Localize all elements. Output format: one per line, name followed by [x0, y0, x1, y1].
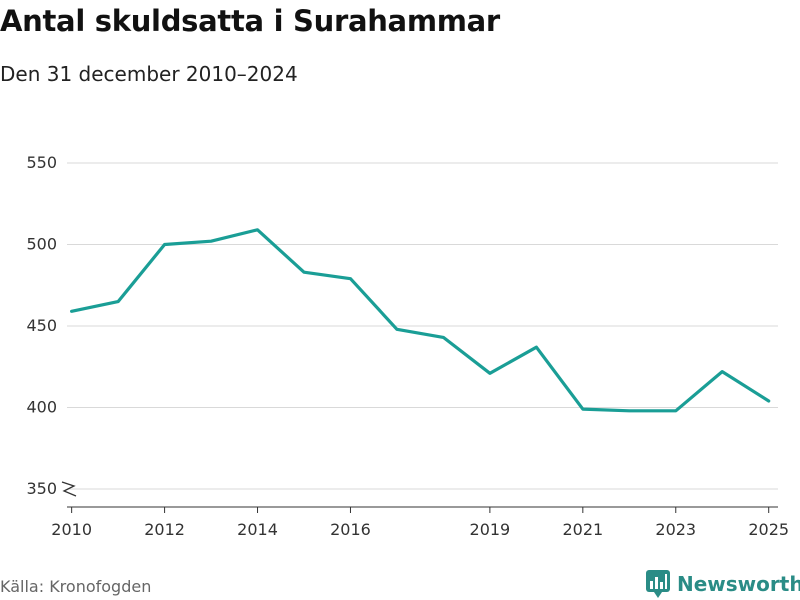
data-point-2022 — [627, 409, 631, 413]
chart-title: Antal skuldsatta i Surahammar — [0, 4, 500, 38]
data-point-2024 — [720, 370, 724, 374]
x-tick-label-2023: 2023 — [655, 520, 696, 539]
newsworthy-icon — [646, 570, 670, 598]
x-tick-label-2014: 2014 — [237, 520, 278, 539]
source-note: Källa: Kronofogden — [0, 577, 152, 596]
data-point-2023 — [674, 409, 678, 413]
data-point-2020 — [534, 345, 538, 349]
x-tick-label-2010: 2010 — [51, 520, 92, 539]
x-tick-label-2019: 2019 — [470, 520, 511, 539]
gridlines — [67, 162, 778, 490]
data-point-2016 — [348, 277, 352, 281]
y-tick-label-400: 400 — [26, 398, 57, 417]
data-point-2015 — [302, 270, 306, 274]
y-tick-label-500: 500 — [26, 235, 57, 254]
data-point-2017 — [395, 327, 399, 331]
brand-name: Newsworthy — [677, 572, 800, 596]
x-axis-ticks: 2010 2012 2014 2016 2019 2021 2023 2025 — [51, 507, 789, 539]
data-point-2011 — [116, 300, 120, 304]
y-axis-ticks: 350 400 450 500 550 — [26, 153, 77, 498]
data-point-2014 — [256, 228, 260, 232]
data-point-2012 — [163, 243, 167, 247]
series-layer — [69, 228, 771, 413]
data-point-2025 — [767, 399, 771, 403]
axis-break-icon — [61, 481, 77, 497]
series-line-0 — [69, 228, 771, 413]
y-tick-label-550: 550 — [26, 153, 57, 172]
data-point-2021 — [581, 407, 585, 411]
y-tick-label-450: 450 — [26, 316, 57, 335]
x-tick-label-2021: 2021 — [562, 520, 603, 539]
y-tick-label-350: 350 — [26, 479, 57, 498]
data-point-2010 — [70, 309, 74, 313]
data-point-2013 — [209, 239, 213, 243]
newsworthy-logo[interactable]: Newsworthy — [645, 569, 800, 599]
chart-subtitle: Den 31 december 2010–2024 — [0, 62, 298, 86]
x-tick-label-2025: 2025 — [748, 520, 789, 539]
data-point-2018 — [441, 335, 445, 339]
data-point-2019 — [488, 371, 492, 375]
x-tick-label-2016: 2016 — [330, 520, 371, 539]
x-tick-label-2012: 2012 — [144, 520, 185, 539]
